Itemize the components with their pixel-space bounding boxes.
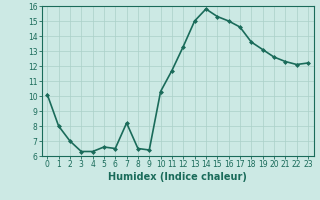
X-axis label: Humidex (Indice chaleur): Humidex (Indice chaleur): [108, 172, 247, 182]
